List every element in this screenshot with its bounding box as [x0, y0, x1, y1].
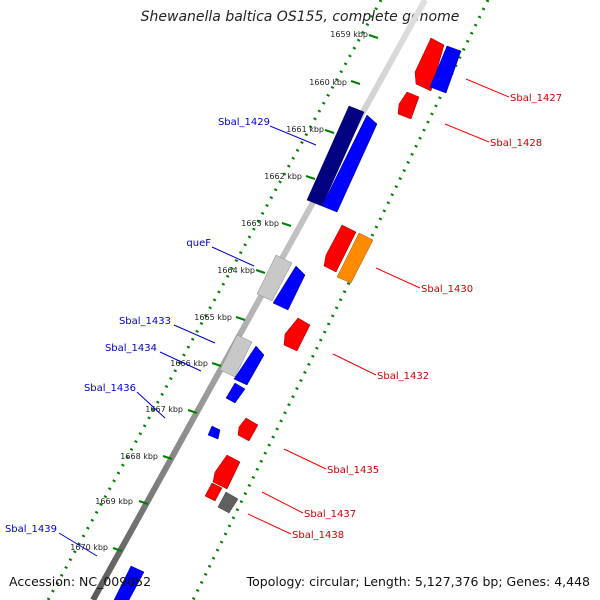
- leader-sbal-1434: [159, 351, 202, 372]
- gene-sbal-1428[interactable]: [397, 91, 420, 120]
- scale-label-1659: 1659 kbp: [330, 30, 368, 39]
- label-sbal-1432[interactable]: Sbal_1432: [377, 371, 429, 382]
- gene-sbal-1435[interactable]: [237, 417, 259, 442]
- gene-sbal-1427-group[interactable]: [414, 37, 462, 94]
- label-quef[interactable]: queF: [186, 238, 211, 249]
- label-sbal-1433[interactable]: Sbal_1433: [119, 316, 171, 327]
- scale-label-1664: 1664 kbp: [217, 266, 255, 275]
- leader-sbal-1438: [247, 513, 292, 535]
- scale-label-1669: 1669 kbp: [95, 497, 133, 506]
- right-tick-track: [191, 0, 490, 600]
- label-sbal-1434[interactable]: Sbal_1434: [105, 343, 157, 354]
- gene-sbal-1427-blue[interactable]: [429, 45, 462, 94]
- leader-sbal-1429: [269, 125, 317, 146]
- leader-sbal-1427: [465, 78, 510, 98]
- gene-sbal-1439-blue[interactable]: [113, 565, 145, 600]
- leader-sbal-1436: [136, 391, 166, 419]
- scale-ticks: [112, 34, 379, 552]
- scale-label-1665: 1665 kbp: [194, 313, 232, 322]
- gene-sbal-1429-blue[interactable]: [321, 114, 378, 213]
- leader-sbal-1428: [444, 123, 490, 143]
- gene-sbal-1436-blue[interactable]: [225, 382, 246, 404]
- label-sbal-1427[interactable]: Sbal_1427: [510, 93, 562, 104]
- leader-quef: [211, 246, 255, 267]
- label-sbal-1437[interactable]: Sbal_1437: [304, 509, 356, 520]
- label-sbal-1435[interactable]: Sbal_1435: [327, 465, 379, 476]
- label-sbal-1428[interactable]: Sbal_1428: [490, 138, 542, 149]
- leader-sbal-1439: [58, 532, 98, 557]
- gene-sbal-1430-orange[interactable]: [336, 232, 374, 284]
- gene-sbal-1427-red[interactable]: [414, 37, 445, 92]
- map-title: Shewanella baltica OS155, complete genom…: [140, 9, 460, 25]
- label-sbal-1436[interactable]: Sbal_1436: [84, 383, 136, 394]
- scale-label-1663: 1663 kbp: [241, 219, 279, 228]
- genome-backbone: [90, 0, 428, 600]
- gene-sbal-1432[interactable]: [283, 317, 311, 352]
- leader-sbal-1433: [173, 324, 216, 344]
- gene-sbal-1433-grey[interactable]: [219, 334, 253, 378]
- accession-label: Accession: NC_009052: [9, 574, 152, 589]
- label-sbal-1438[interactable]: Sbal_1438: [292, 530, 344, 541]
- label-sbal-1429[interactable]: Sbal_1429: [218, 117, 270, 128]
- gene-sbal-1430-red[interactable]: [323, 224, 357, 273]
- gene-small-blue[interactable]: [207, 425, 221, 440]
- label-sbal-1430[interactable]: Sbal_1430: [421, 284, 473, 295]
- scale-label-1667: 1667 kbp: [145, 405, 183, 414]
- leader-sbal-1432: [332, 353, 377, 376]
- leader-sbal-1437: [261, 491, 304, 514]
- leader-sbal-1430: [375, 267, 421, 289]
- scale-label-1670: 1670 kbp: [70, 543, 108, 552]
- scale-label-1666: 1666 kbp: [170, 359, 208, 368]
- scale-label-1661: 1661 kbp: [286, 125, 324, 134]
- scale-label-1668: 1668 kbp: [120, 452, 158, 461]
- gene-sbal-1437-a[interactable]: [212, 454, 241, 490]
- genome-summary: Topology: circular; Length: 5,127,376 bp…: [246, 574, 590, 589]
- left-tick-track: [46, 0, 383, 600]
- gene-quef-grey[interactable]: [256, 254, 293, 302]
- gene-sbal-1438[interactable]: [217, 491, 239, 514]
- scale-label-1662: 1662 kbp: [264, 172, 302, 181]
- gene-sbal-1434-blue[interactable]: [233, 345, 265, 386]
- label-sbal-1439[interactable]: Sbal_1439: [5, 524, 57, 535]
- gene-sbal-1437-b[interactable]: [204, 482, 223, 502]
- leader-sbal-1435: [283, 448, 327, 470]
- gene-quef-blue[interactable]: [272, 265, 306, 311]
- scale-label-1660: 1660 kbp: [309, 78, 347, 87]
